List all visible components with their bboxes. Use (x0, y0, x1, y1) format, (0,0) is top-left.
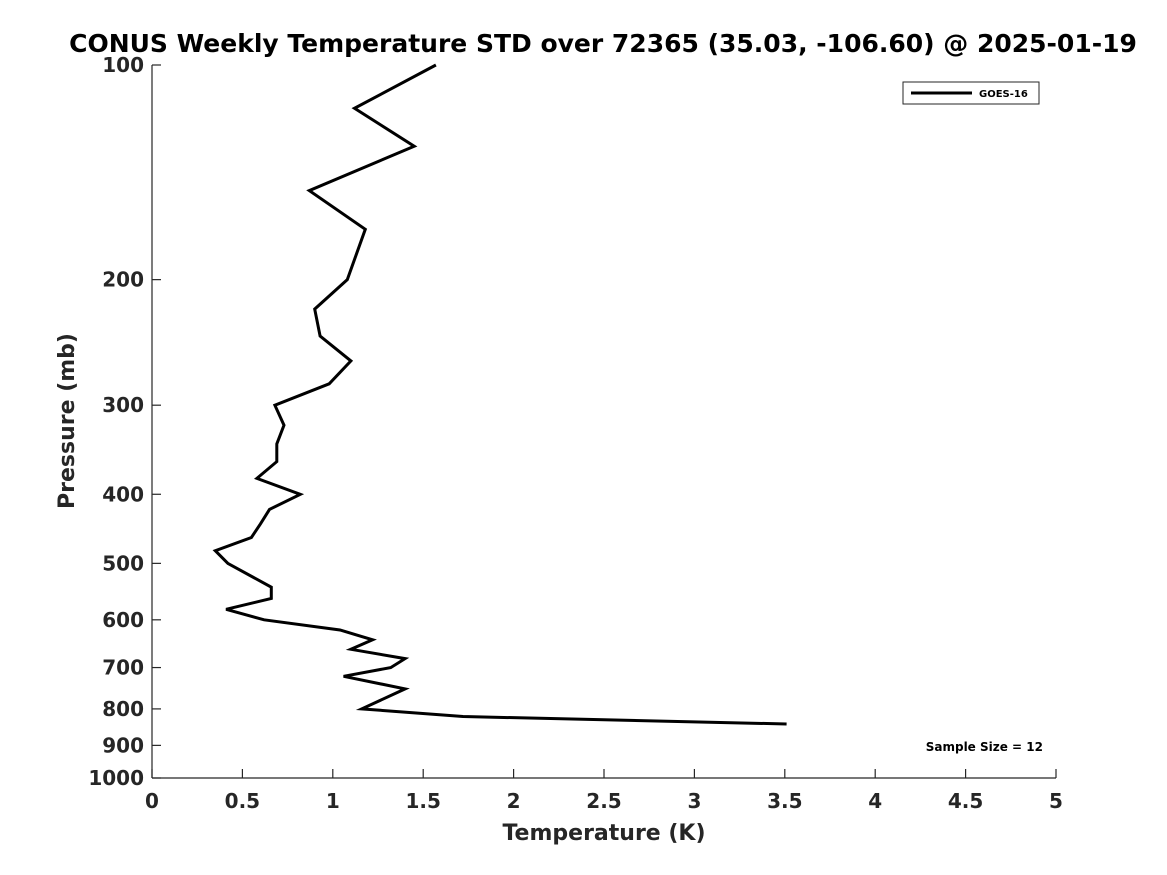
x-tick-label: 0 (145, 789, 159, 813)
x-tick-label: 4 (868, 789, 882, 813)
y-tick-label: 300 (102, 393, 144, 417)
x-tick-label: 4.5 (948, 789, 983, 813)
legend: GOES-16 (902, 81, 1040, 105)
x-tick-label: 0.5 (225, 789, 260, 813)
x-tick-label: 2 (507, 789, 521, 813)
x-tick-label: 3.5 (767, 789, 802, 813)
chart-title: CONUS Weekly Temperature STD over 72365 … (69, 29, 1137, 58)
series-line-goes-16 (212, 63, 787, 726)
y-tick-label: 500 (102, 551, 144, 575)
y-tick-label: 800 (102, 697, 144, 721)
x-tick-label: 1.5 (405, 789, 440, 813)
y-tick-label: 400 (102, 482, 144, 506)
y-tick-label: 200 (102, 268, 144, 292)
y-tick-label: 700 (102, 656, 144, 680)
sample-size-annotation: Sample Size = 12 (926, 740, 1043, 754)
y-tick-label: 600 (102, 608, 144, 632)
x-tick-label: 3 (687, 789, 701, 813)
x-tick-label: 2.5 (586, 789, 621, 813)
y-tick-label: 1000 (88, 766, 144, 790)
x-ticks: 0 0.5 1 1.5 2 2.5 3 3.5 4 4.5 5 (145, 769, 1063, 813)
x-tick-label: 1 (326, 789, 340, 813)
y-tick-label: 100 (102, 53, 144, 77)
y-ticks: 100 200 300 400 500 600 700 800 900 1000 (88, 53, 161, 790)
axes (151, 65, 1056, 779)
x-tick-label: 5 (1049, 789, 1063, 813)
y-axis-label: Pressure (mb) (55, 333, 80, 509)
legend-label-goes-16: GOES-16 (979, 89, 1028, 100)
x-axis-label: Temperature (K) (502, 821, 705, 846)
y-tick-label: 900 (102, 733, 144, 757)
